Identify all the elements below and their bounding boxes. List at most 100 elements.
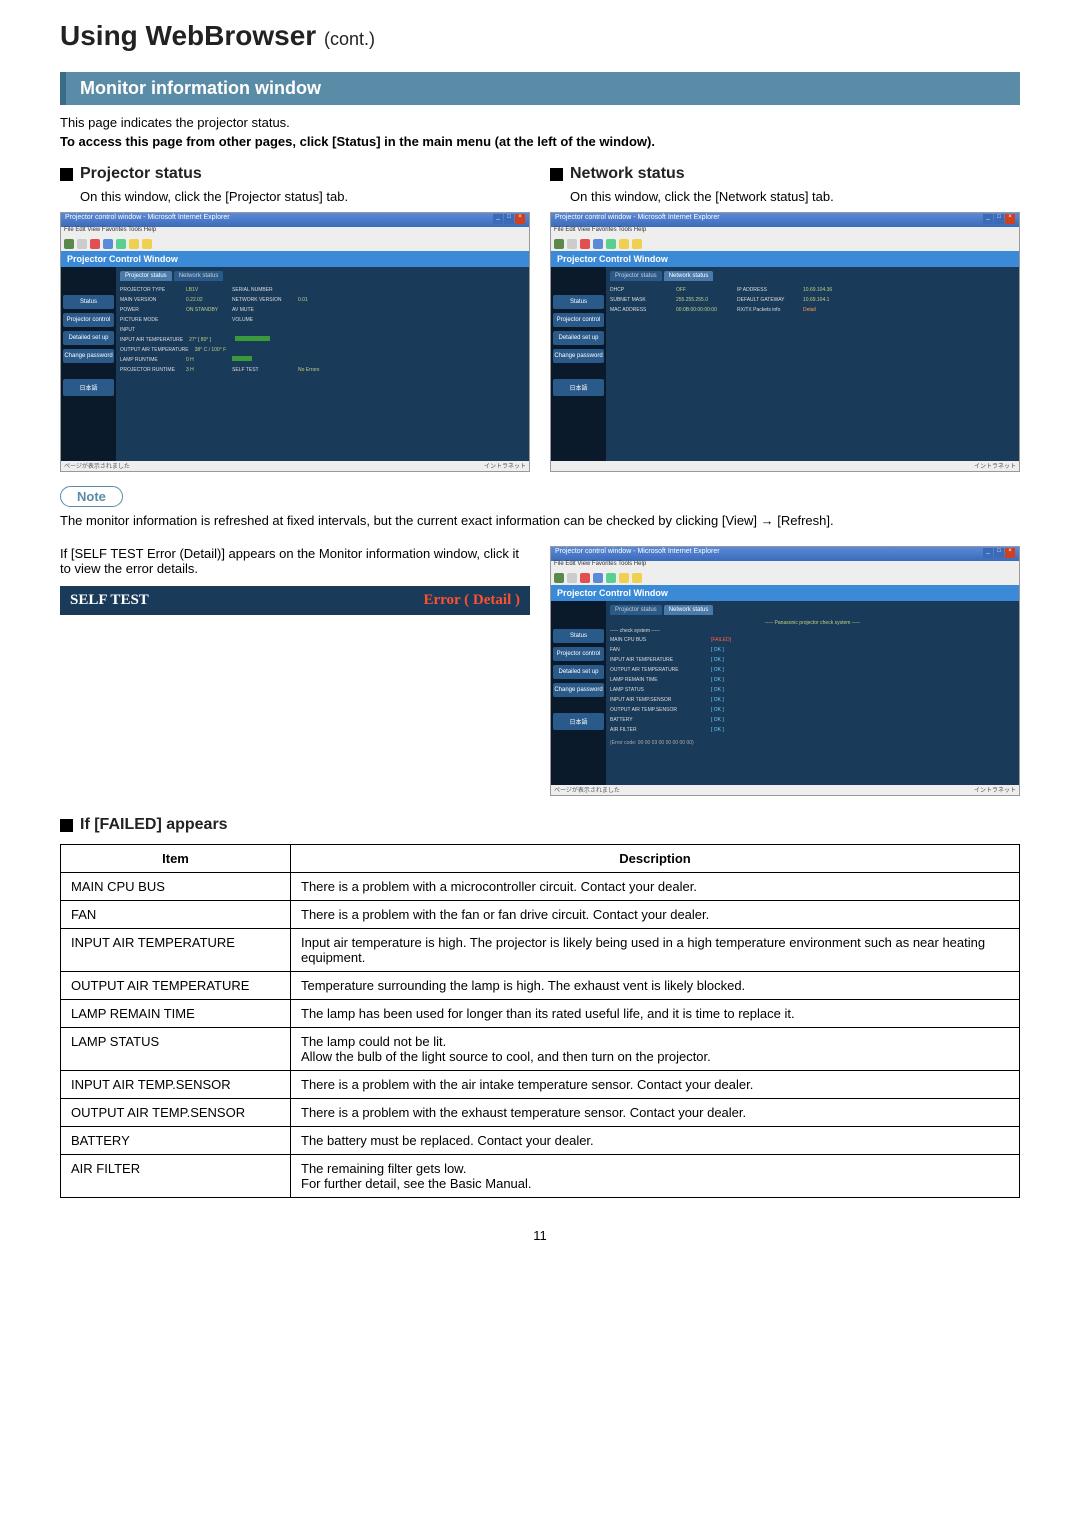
browser-menu: File Edit View Favorites Tools Help: [61, 227, 529, 237]
close-icon: ×: [1005, 548, 1015, 558]
section-header: Monitor information window: [60, 72, 1020, 105]
minimize-icon: _: [493, 214, 503, 224]
error-instruction: If [SELF TEST Error (Detail)] appears on…: [60, 546, 530, 576]
sidebar-item-control: Projector control: [553, 647, 604, 661]
stop-icon: [90, 239, 100, 249]
table-cell-item: INPUT AIR TEMPERATURE: [61, 929, 291, 972]
network-status-content: DHCPOFFIP ADDRESS10.69.104.36SUBNET MASK…: [610, 285, 1015, 315]
table-cell-desc: The lamp could not be lit. Allow the bul…: [291, 1028, 1020, 1071]
home-icon: [116, 239, 126, 249]
tab-network-status: Network status: [174, 271, 224, 281]
home-icon: [606, 573, 616, 583]
favorites-icon: [632, 573, 642, 583]
status-bar: イントラネット: [551, 461, 1019, 471]
table-row: BATTERYThe battery must be replaced. Con…: [61, 1127, 1020, 1155]
self-test-label: SELF TEST: [70, 592, 149, 609]
refresh-icon: [593, 239, 603, 249]
pcw-title: Projector Control Window: [551, 251, 1019, 267]
error-screenshot: Projector control window - Microsoft Int…: [550, 546, 1020, 796]
table-row: INPUT AIR TEMP.SENSORThere is a problem …: [61, 1071, 1020, 1099]
sidebar: Status Projector control Detailed set up…: [551, 267, 606, 472]
close-icon: ×: [1005, 214, 1015, 224]
error-content: ----- Panasonic projector check system -…: [610, 619, 1015, 747]
sidebar-item-setup: Detailed set up: [553, 665, 604, 679]
maximize-icon: □: [994, 214, 1004, 224]
projector-status-screenshot: Projector control window - Microsoft Int…: [60, 212, 530, 472]
pcw-title: Projector Control Window: [61, 251, 529, 267]
window-title-text: Projector control window - Microsoft Int…: [555, 214, 720, 226]
search-icon: [129, 239, 139, 249]
back-icon: [554, 239, 564, 249]
note-label: Note: [60, 486, 123, 507]
browser-toolbar: [61, 237, 529, 251]
table-row: OUTPUT AIR TEMP.SENSORThere is a problem…: [61, 1099, 1020, 1127]
table-cell-item: LAMP REMAIN TIME: [61, 1000, 291, 1028]
search-icon: [619, 573, 629, 583]
sidebar-item-status: Status: [63, 295, 114, 309]
tab-projector-status: Projector status: [610, 271, 662, 281]
sidebar-item-password: Change password: [63, 349, 114, 363]
table-row: INPUT AIR TEMPERATUREInput air temperatu…: [61, 929, 1020, 972]
maximize-icon: □: [994, 548, 1004, 558]
forward-icon: [567, 239, 577, 249]
back-icon: [554, 573, 564, 583]
refresh-icon: [593, 573, 603, 583]
table-cell-desc: There is a problem with the air intake t…: [291, 1071, 1020, 1099]
close-icon: ×: [515, 214, 525, 224]
self-test-error-link[interactable]: Error ( Detail ): [424, 592, 521, 609]
favorites-icon: [142, 239, 152, 249]
tab-projector-status: Projector status: [610, 605, 662, 615]
table-row: MAIN CPU BUSThere is a problem with a mi…: [61, 873, 1020, 901]
failed-header: If [FAILED] appears: [60, 816, 1020, 834]
sidebar-item-lang: 日本語: [553, 713, 604, 730]
back-icon: [64, 239, 74, 249]
note-text: The monitor information is refreshed at …: [60, 513, 1020, 528]
table-cell-item: AIR FILTER: [61, 1155, 291, 1198]
sidebar-item-setup: Detailed set up: [63, 331, 114, 345]
network-status-screenshot: Projector control window - Microsoft Int…: [550, 212, 1020, 472]
stop-icon: [580, 239, 590, 249]
minimize-icon: _: [983, 548, 993, 558]
table-header-item: Item: [61, 845, 291, 873]
table-row: AIR FILTERThe remaining filter gets low.…: [61, 1155, 1020, 1198]
table-cell-item: BATTERY: [61, 1127, 291, 1155]
pcw-title: Projector Control Window: [551, 585, 1019, 601]
projector-status-content: PROJECTOR TYPELB1VSERIAL NUMBERMAIN VERS…: [120, 285, 525, 375]
tab-projector-status: Projector status: [120, 271, 172, 281]
sidebar-item-password: Change password: [553, 683, 604, 697]
projector-status-header: Projector status: [60, 165, 530, 183]
network-status-header: Network status: [550, 165, 1020, 183]
failed-table: Item Description MAIN CPU BUSThere is a …: [60, 844, 1020, 1198]
table-cell-item: MAIN CPU BUS: [61, 873, 291, 901]
sidebar-item-setup: Detailed set up: [553, 331, 604, 345]
table-cell-desc: Temperature surrounding the lamp is high…: [291, 972, 1020, 1000]
projector-status-text: On this window, click the [Projector sta…: [60, 189, 530, 204]
table-cell-desc: Input air temperature is high. The proje…: [291, 929, 1020, 972]
table-row: OUTPUT AIR TEMPERATURETemperature surrou…: [61, 972, 1020, 1000]
minimize-icon: _: [983, 214, 993, 224]
table-cell-desc: The lamp has been used for longer than i…: [291, 1000, 1020, 1028]
table-cell-item: INPUT AIR TEMP.SENSOR: [61, 1071, 291, 1099]
table-header-desc: Description: [291, 845, 1020, 873]
sidebar-item-password: Change password: [553, 349, 604, 363]
table-cell-item: LAMP STATUS: [61, 1028, 291, 1071]
maximize-icon: □: [504, 214, 514, 224]
browser-menu: File Edit View Favorites Tools Help: [551, 561, 1019, 571]
home-icon: [606, 239, 616, 249]
search-icon: [619, 239, 629, 249]
sidebar: Status Projector control Detailed set up…: [61, 267, 116, 472]
sidebar-item-lang: 日本語: [63, 379, 114, 396]
network-status-text: On this window, click the [Network statu…: [550, 189, 1020, 204]
forward-icon: [567, 573, 577, 583]
page-title: Using WebBrowser (cont.): [60, 20, 1020, 52]
table-cell-desc: The remaining filter gets low. For furth…: [291, 1155, 1020, 1198]
browser-menu: File Edit View Favorites Tools Help: [551, 227, 1019, 237]
table-cell-item: OUTPUT AIR TEMP.SENSOR: [61, 1099, 291, 1127]
table-row: LAMP REMAIN TIMEThe lamp has been used f…: [61, 1000, 1020, 1028]
browser-toolbar: [551, 237, 1019, 251]
table-cell-item: OUTPUT AIR TEMPERATURE: [61, 972, 291, 1000]
intro-bold: To access this page from other pages, cl…: [60, 134, 1020, 149]
table-cell-desc: There is a problem with a microcontrolle…: [291, 873, 1020, 901]
forward-icon: [77, 239, 87, 249]
sidebar-item-status: Status: [553, 295, 604, 309]
